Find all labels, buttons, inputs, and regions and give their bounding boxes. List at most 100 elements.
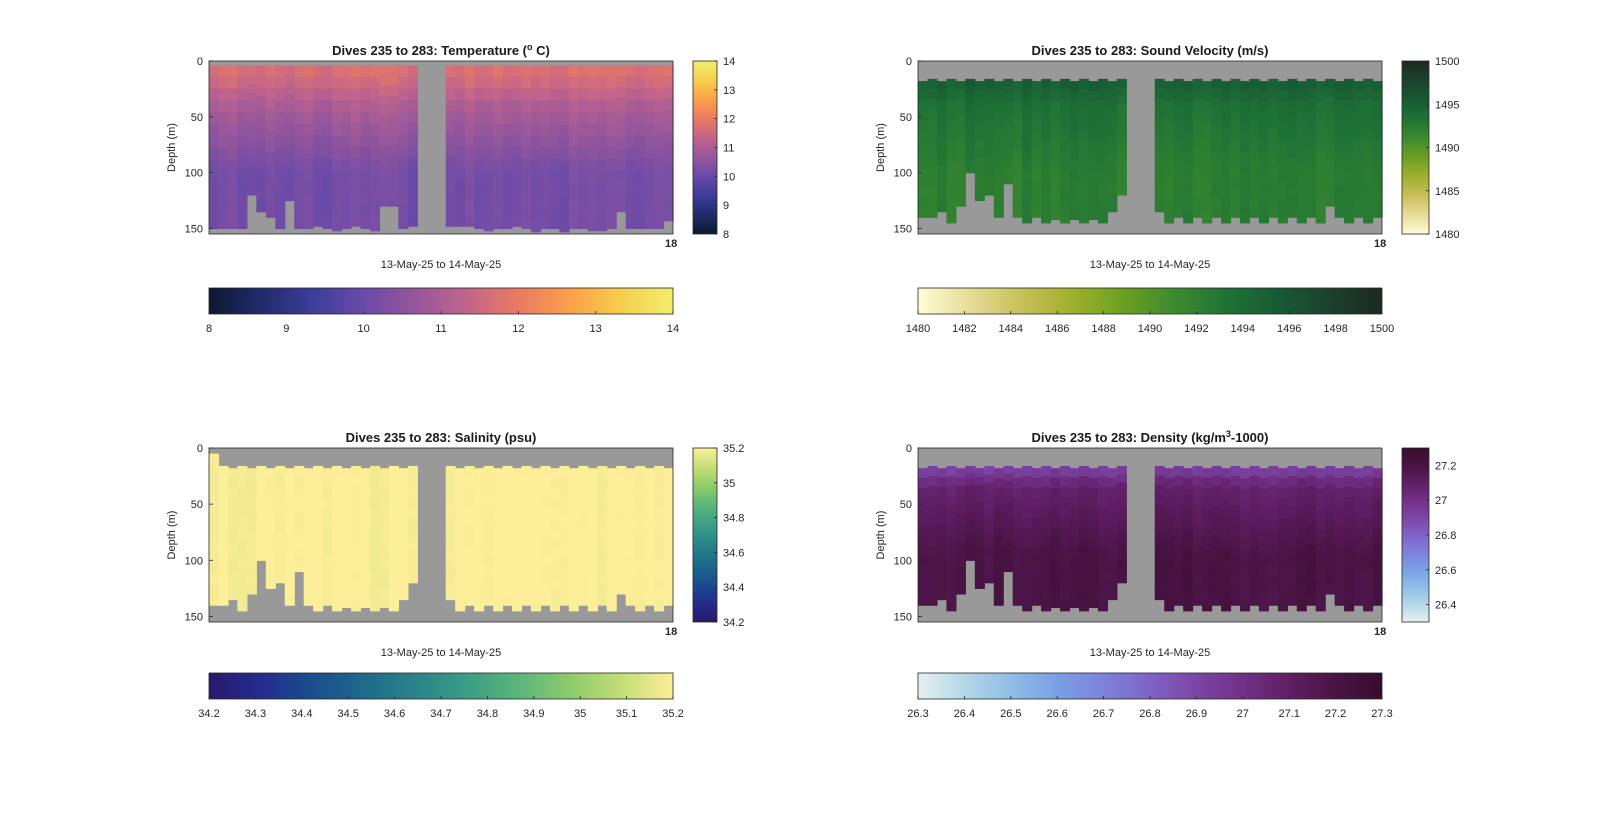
data-cell bbox=[227, 571, 239, 582]
data-cell bbox=[1277, 580, 1288, 591]
data-cell bbox=[341, 577, 352, 589]
data-cell bbox=[351, 465, 362, 477]
data-cell bbox=[654, 476, 665, 488]
data-cell bbox=[1230, 118, 1241, 129]
data-cell bbox=[984, 557, 995, 567]
data-cell bbox=[663, 477, 674, 489]
data-cell bbox=[1306, 187, 1317, 199]
data-cell bbox=[294, 518, 305, 527]
data-cell bbox=[955, 477, 966, 487]
data-cell bbox=[227, 88, 239, 101]
plot-area bbox=[917, 60, 1383, 235]
dive-column bbox=[1107, 468, 1118, 601]
data-cell bbox=[1192, 585, 1203, 596]
data-cell bbox=[936, 155, 948, 166]
data-cell bbox=[936, 99, 948, 110]
data-cell bbox=[1050, 577, 1061, 589]
data-cell bbox=[360, 507, 371, 519]
data-cell bbox=[445, 532, 456, 543]
data-cell bbox=[493, 559, 504, 571]
data-cell bbox=[1078, 548, 1090, 560]
data-cell bbox=[369, 590, 381, 602]
data-cell bbox=[993, 468, 1004, 479]
data-cell bbox=[1164, 498, 1175, 510]
data-cell bbox=[1353, 90, 1364, 102]
data-cell bbox=[1372, 168, 1383, 179]
data-cell bbox=[559, 89, 570, 102]
data-cell bbox=[237, 100, 248, 113]
data-cell bbox=[1012, 139, 1023, 150]
data-cell bbox=[1287, 575, 1298, 586]
x-tick-label: 18 bbox=[1374, 238, 1386, 250]
data-cell bbox=[1258, 570, 1269, 581]
data-cell bbox=[1192, 128, 1203, 139]
data-cell bbox=[955, 90, 966, 100]
data-cell bbox=[1239, 549, 1251, 561]
data-cell bbox=[464, 203, 475, 216]
data-cell bbox=[1344, 150, 1355, 162]
data-cell bbox=[578, 181, 589, 195]
data-cell bbox=[1116, 532, 1127, 542]
data-cell bbox=[398, 496, 409, 507]
data-cell bbox=[1107, 155, 1118, 166]
data-cell bbox=[1315, 212, 1326, 224]
dive-column bbox=[578, 65, 589, 230]
data-cell bbox=[284, 84, 295, 96]
data-cell bbox=[237, 476, 248, 488]
data-cell bbox=[1097, 171, 1108, 183]
data-cell bbox=[559, 515, 570, 527]
colorbar-horizontal-tick-label: 26.5 bbox=[1000, 708, 1021, 720]
data-cell bbox=[1306, 118, 1317, 129]
data-cell bbox=[1173, 485, 1184, 497]
data-cell bbox=[303, 112, 314, 125]
data-cell bbox=[227, 100, 239, 113]
data-cell bbox=[474, 519, 485, 530]
data-cell bbox=[209, 65, 220, 78]
data-cell bbox=[388, 175, 399, 187]
data-cell bbox=[1344, 99, 1355, 111]
data-cell bbox=[597, 465, 608, 477]
data-cell bbox=[521, 170, 532, 183]
data-cell bbox=[1296, 162, 1307, 173]
data-cell bbox=[1325, 566, 1336, 577]
data-cell bbox=[1277, 131, 1288, 143]
data-cell bbox=[227, 181, 239, 195]
data-cell bbox=[597, 89, 608, 102]
data-cell bbox=[294, 88, 305, 101]
data-cell bbox=[284, 595, 295, 606]
y-tick-label: 50 bbox=[191, 112, 203, 124]
data-cell bbox=[606, 88, 617, 101]
data-cell bbox=[1164, 549, 1175, 561]
data-cell bbox=[1003, 146, 1014, 155]
data-cell bbox=[955, 125, 966, 136]
data-cell bbox=[209, 486, 220, 498]
dive-column bbox=[1003, 78, 1014, 185]
data-cell bbox=[1041, 548, 1052, 560]
dive-column bbox=[1078, 465, 1090, 612]
data-cell bbox=[351, 180, 362, 193]
data-cell bbox=[568, 600, 579, 612]
data-cell bbox=[644, 566, 655, 577]
data-cell bbox=[265, 571, 276, 581]
data-cell bbox=[360, 193, 371, 206]
data-cell bbox=[379, 165, 390, 177]
data-cell bbox=[227, 193, 239, 206]
data-cell bbox=[483, 100, 494, 114]
dive-column bbox=[549, 468, 560, 612]
data-cell bbox=[946, 465, 957, 477]
data-cell bbox=[209, 193, 220, 206]
data-cell bbox=[625, 65, 636, 78]
data-cell bbox=[654, 181, 665, 195]
data-cell bbox=[407, 157, 418, 170]
data-cell bbox=[578, 77, 589, 90]
data-cell bbox=[369, 486, 381, 498]
colorbar-vertical-tick-label: 34.4 bbox=[723, 582, 744, 594]
data-cell bbox=[246, 575, 257, 586]
data-cell bbox=[369, 517, 381, 529]
dive-column bbox=[521, 465, 532, 606]
data-cell bbox=[1088, 478, 1099, 489]
data-cell bbox=[1116, 178, 1127, 188]
data-cell bbox=[303, 205, 314, 218]
data-cell bbox=[540, 565, 551, 576]
